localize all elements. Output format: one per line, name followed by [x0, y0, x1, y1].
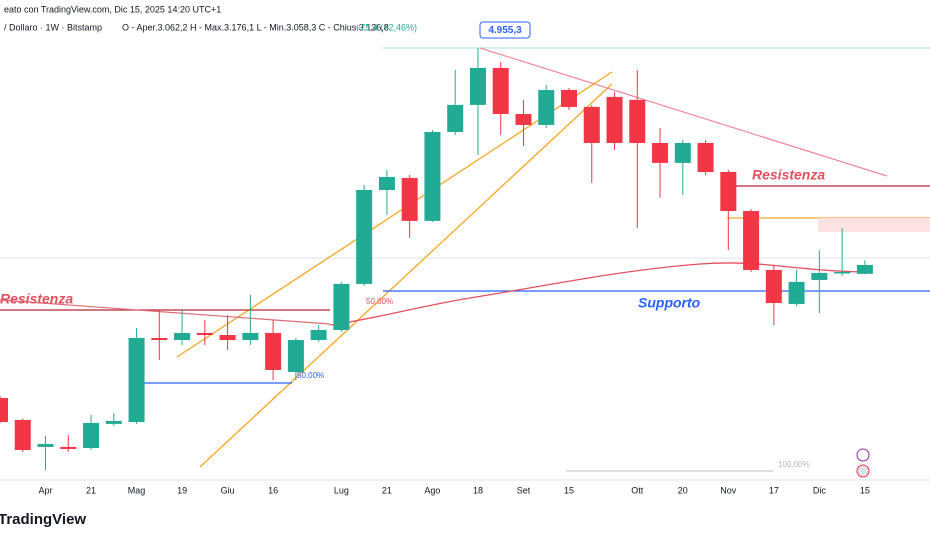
- candle-body: [492, 67, 509, 114]
- candle-body: [287, 340, 304, 372]
- moving-average: [329, 262, 871, 326]
- x-tick-label: 18: [473, 485, 483, 495]
- candle-body: [652, 142, 669, 163]
- candle-body: [219, 334, 236, 341]
- candle-body: [788, 281, 805, 304]
- x-tick-label: Dic: [813, 485, 826, 495]
- candle-body: [14, 419, 31, 451]
- candle-body: [743, 210, 760, 270]
- x-tick-label: 15: [860, 485, 870, 495]
- candle-body: [242, 332, 259, 341]
- x-tick-label: 21: [86, 485, 96, 495]
- candle-body: [538, 89, 555, 125]
- candle-body: [401, 177, 418, 221]
- zone: [818, 218, 930, 232]
- resistance-label-left: Resistenza: [0, 291, 73, 307]
- event-icon: [856, 448, 870, 462]
- candle-body: [151, 337, 168, 341]
- x-tick-label: Ott: [631, 485, 644, 495]
- x-tick-label: Giu: [221, 485, 235, 495]
- candle-body: [697, 142, 714, 172]
- candle-body: [561, 89, 577, 107]
- x-tick-label: 20: [678, 485, 688, 495]
- x-tick-label: 15: [564, 485, 574, 495]
- x-tick-label: Set: [517, 485, 531, 495]
- trend-line-left: [0, 299, 331, 325]
- candle-body: [310, 329, 327, 341]
- logo: TradingView: [0, 511, 86, 528]
- candle-body: [856, 264, 873, 274]
- x-tick-label: Lug: [334, 485, 349, 495]
- candle-body: [265, 332, 282, 370]
- x-tick-label: 21: [382, 485, 392, 495]
- x-tick-label: Apr: [39, 485, 53, 495]
- x-tick-label: Ago: [424, 485, 440, 495]
- candle-body: [765, 269, 782, 304]
- x-tick-label: Mag: [128, 485, 146, 495]
- fib-label: 50,00%: [297, 371, 324, 380]
- candle-body: [0, 398, 8, 422]
- fib-label: 50,00%: [366, 297, 393, 306]
- x-tick-label: 17: [769, 485, 779, 495]
- candle-body: [105, 420, 122, 424]
- candle-body: [378, 176, 395, 190]
- x-tick-label: 19: [177, 485, 187, 495]
- candle-body: [60, 446, 77, 449]
- candle-body: [515, 113, 532, 125]
- peak-label: 4.955,3: [488, 25, 522, 36]
- header-line2: / Dollaro · 1W · Bitstamp: [4, 22, 102, 32]
- trend-line: [479, 47, 888, 177]
- x-tick-label: 16: [268, 485, 278, 495]
- fib-label: 100,00%: [778, 460, 810, 469]
- candle-body: [196, 332, 213, 335]
- resistance-label: Resistenza: [752, 167, 825, 183]
- channel-lower: [199, 83, 613, 468]
- candle-body: [37, 443, 54, 447]
- candle-body: [447, 104, 464, 132]
- candle-body: [424, 131, 441, 221]
- header-line1: eato con TradingView.com, Dic 15, 2025 1…: [4, 4, 221, 14]
- peak-label-box: [479, 21, 531, 39]
- candle-body: [583, 106, 600, 143]
- candle-body: [606, 96, 623, 143]
- x-tick-label: Nov: [720, 485, 737, 495]
- candle-body: [834, 271, 851, 274]
- candle-body: [174, 332, 191, 341]
- flag-icon: [856, 464, 870, 478]
- candle-body: [356, 189, 373, 284]
- candle-body: [128, 337, 145, 422]
- candle-body: [333, 283, 350, 330]
- candles: [0, 47, 873, 470]
- candle-body: [674, 142, 691, 163]
- candle-body: [469, 67, 486, 105]
- header-ohlc: O - Aper.3.062,2 H - Max.3.176,1 L - Min…: [122, 22, 389, 32]
- candle-body: [83, 422, 100, 449]
- header-change: +75,4 (+2,46%): [355, 22, 417, 32]
- candle-body: [720, 171, 737, 211]
- support-label: Supporto: [638, 295, 701, 311]
- candle-body: [629, 99, 646, 143]
- candle-body: [811, 272, 828, 280]
